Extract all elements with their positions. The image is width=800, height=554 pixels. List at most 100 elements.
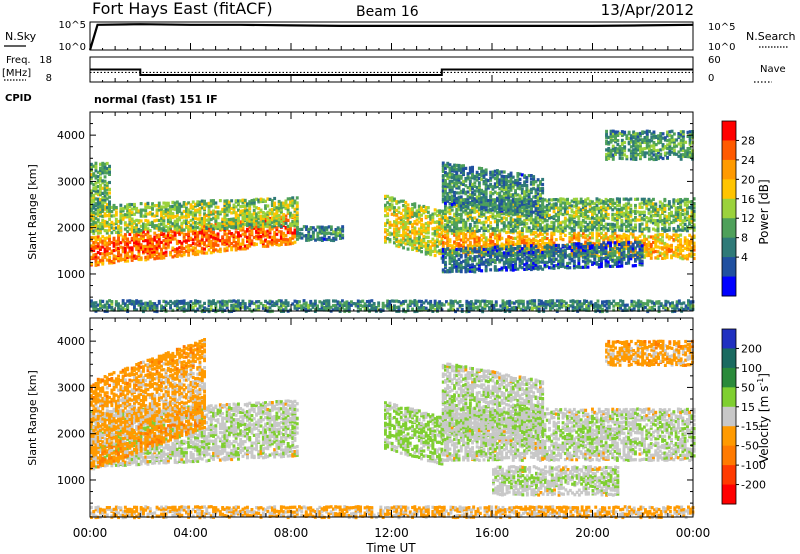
range-cell: [683, 216, 687, 220]
range-cell: [169, 250, 172, 255]
range-cell: [572, 222, 576, 226]
range-cell: [518, 217, 522, 221]
range-cell: [339, 232, 342, 236]
range-cell: [457, 165, 461, 169]
range-cell: [237, 226, 240, 230]
range-cell: [484, 178, 488, 182]
range-cell: [679, 244, 683, 248]
range-cell: [200, 231, 204, 235]
range-cell: [629, 232, 633, 236]
range-cell: [171, 204, 175, 208]
range-cell: [259, 214, 263, 218]
range-cell: [105, 167, 109, 171]
range-cell: [397, 216, 401, 220]
range-cell: [457, 198, 461, 202]
range-cell: [264, 222, 267, 226]
range-cell: [527, 189, 531, 193]
range-cell: [248, 219, 252, 223]
range-cell: [518, 204, 522, 208]
range-cell: [135, 239, 139, 243]
range-cell: [286, 224, 290, 228]
range-cell: [568, 226, 572, 230]
range-cell: [302, 225, 306, 229]
range-cell: [627, 219, 631, 223]
range-cell: [266, 220, 270, 224]
range-cell: [194, 223, 197, 227]
range-cell: [518, 177, 522, 181]
range-cell: [402, 246, 405, 250]
range-cell: [103, 175, 107, 179]
range-cell: [624, 206, 628, 210]
range-cell: [162, 239, 166, 243]
range-cell: [182, 232, 186, 236]
range-cell: [548, 243, 551, 247]
range-cell: [388, 240, 392, 244]
range-cell: [194, 221, 197, 225]
range-cell: [663, 206, 667, 210]
range-cell: [270, 237, 274, 241]
range-cell: [611, 214, 615, 218]
range-cell: [227, 203, 231, 207]
range-cell: [509, 247, 513, 251]
range-cell: [173, 215, 177, 219]
range-cell: [406, 241, 410, 245]
range-cell: [529, 265, 533, 270]
range-cell: [187, 225, 191, 229]
range-cell: [475, 209, 479, 213]
range-cell: [284, 234, 288, 238]
range-cell: [581, 205, 585, 209]
range-cell: [624, 245, 628, 249]
range-cell: [246, 204, 249, 208]
range-cell: [516, 225, 520, 229]
range-cell: [101, 204, 105, 208]
range-cell: [453, 181, 456, 185]
range-cell: [273, 222, 277, 226]
range-cell: [384, 209, 387, 213]
range-cell: [237, 239, 240, 243]
range-cell: [643, 199, 646, 203]
range-cell: [609, 199, 612, 203]
range-cell: [142, 239, 145, 243]
range-cell: [207, 210, 211, 214]
range-cell: [529, 252, 533, 256]
range-cell: [448, 216, 452, 220]
range-cell: [473, 229, 477, 234]
range-cell: [261, 240, 265, 244]
range-cell: [402, 220, 405, 224]
range-cell: [559, 208, 563, 212]
range-cell: [103, 223, 107, 227]
range-cell: [436, 232, 439, 236]
range-cell: [386, 201, 390, 205]
range-cell: [123, 256, 127, 260]
range-cell: [505, 249, 508, 253]
range-cell: [431, 218, 435, 222]
range-cell: [261, 227, 265, 231]
range-cell: [593, 209, 597, 213]
range-cell: [221, 219, 225, 223]
range-cell: [198, 229, 202, 233]
range-cell: [178, 246, 182, 250]
range-cell: [620, 209, 624, 213]
range-cell: [270, 218, 274, 222]
range-cell: [153, 204, 157, 208]
range-cell: [393, 222, 396, 226]
range-cell: [232, 244, 236, 248]
range-cell: [121, 209, 125, 213]
range-cell: [477, 202, 481, 206]
range-cell: [185, 239, 188, 243]
range-cell: [563, 223, 567, 227]
range-cell: [527, 253, 531, 257]
range-cell: [609, 225, 612, 229]
range-cell: [212, 241, 215, 245]
range-cell: [482, 260, 486, 264]
range-cell: [615, 237, 619, 241]
range-cell: [96, 170, 100, 174]
range-cell: [563, 206, 567, 210]
range-cell: [103, 194, 107, 198]
range-cell: [270, 208, 274, 212]
range-cell: [652, 218, 655, 222]
range-cell: [588, 221, 592, 225]
range-cell: [114, 230, 118, 234]
range-cell: [568, 203, 572, 207]
range-cell: [464, 258, 468, 262]
